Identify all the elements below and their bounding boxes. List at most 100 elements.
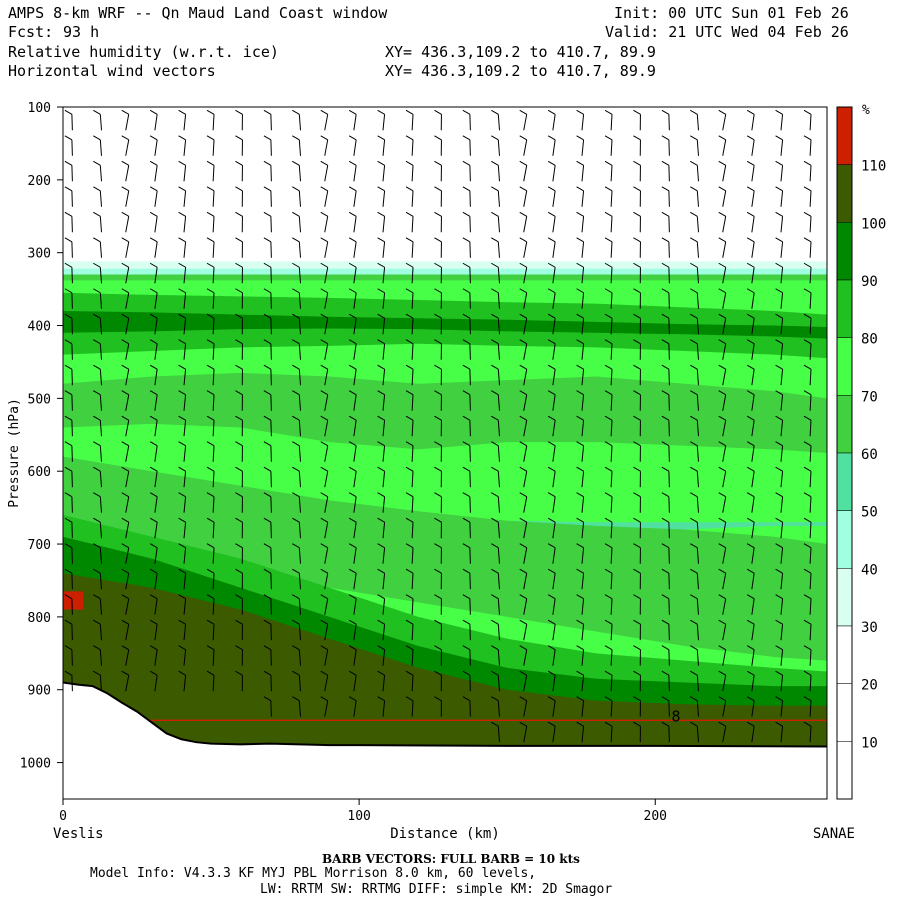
wind-barb-flag bbox=[661, 594, 670, 600]
wind-barb bbox=[668, 139, 670, 156]
wind-barb bbox=[183, 573, 187, 590]
wind-barb bbox=[324, 573, 329, 590]
wind-barb-flag bbox=[348, 390, 357, 396]
wind-barb-flag bbox=[377, 594, 385, 600]
wind-barb bbox=[382, 522, 386, 539]
wind-barb bbox=[469, 394, 471, 411]
wind-barb bbox=[353, 445, 357, 462]
wind-barb bbox=[610, 598, 613, 615]
wind-barb bbox=[780, 598, 784, 615]
colorbar-frame bbox=[836, 106, 853, 800]
wind-barb-flag bbox=[206, 594, 215, 600]
wind-barb-flag bbox=[718, 594, 726, 600]
wind-barb bbox=[324, 343, 329, 360]
wind-barb-flag bbox=[746, 594, 755, 600]
wind-barb bbox=[751, 190, 755, 207]
wind-barb bbox=[809, 420, 812, 437]
colorbar-segment bbox=[836, 741, 853, 800]
wind-barb bbox=[382, 267, 386, 284]
wind-barb-flag bbox=[178, 288, 186, 294]
wind-barb-flag bbox=[263, 237, 272, 243]
wind-barb-flag bbox=[803, 262, 812, 268]
wind-barb-flag bbox=[235, 619, 243, 625]
wind-barb-flag bbox=[263, 288, 272, 294]
wind-barb bbox=[696, 700, 699, 717]
wind-barb bbox=[99, 343, 103, 360]
y-axis-label: Pressure (hPa) bbox=[7, 398, 22, 508]
wind-barb bbox=[125, 190, 130, 207]
wind-barb-flag bbox=[149, 543, 158, 549]
wind-barb-flag bbox=[576, 543, 584, 549]
wind-barb-flag bbox=[576, 211, 584, 217]
wind-barb-flag bbox=[775, 186, 783, 192]
wind-barb-flag bbox=[64, 313, 73, 319]
wind-barb-flag bbox=[519, 517, 527, 523]
wind-barb-flag bbox=[178, 466, 186, 472]
wind-barb bbox=[298, 292, 302, 309]
wind-barb-flag bbox=[93, 415, 101, 421]
wind-barb bbox=[353, 318, 357, 335]
wind-barb-flag bbox=[292, 237, 300, 243]
wind-barb bbox=[552, 420, 556, 437]
wind-barb-flag bbox=[576, 492, 584, 498]
wind-barb bbox=[411, 394, 414, 411]
wind-barb-flag bbox=[803, 517, 812, 523]
wind-barb bbox=[154, 318, 158, 335]
wind-barb bbox=[324, 267, 329, 284]
wind-barb bbox=[780, 394, 784, 411]
wind-barb bbox=[610, 343, 613, 360]
wind-barb bbox=[610, 700, 613, 717]
wind-barb bbox=[722, 420, 727, 437]
wind-barb bbox=[324, 700, 329, 717]
wind-barb bbox=[270, 369, 272, 386]
wind-barb-flag bbox=[320, 186, 328, 192]
wind-barb bbox=[751, 700, 755, 717]
wind-barb-flag bbox=[718, 390, 726, 396]
wind-barb-flag bbox=[320, 492, 328, 498]
wind-barb bbox=[353, 292, 357, 309]
wind-barb-flag bbox=[121, 364, 129, 370]
wind-barb-flag bbox=[547, 696, 556, 702]
wind-barb-flag bbox=[519, 135, 527, 141]
wind-barb bbox=[71, 573, 73, 590]
wind-barb bbox=[523, 394, 528, 411]
wind-barb-flag bbox=[633, 211, 641, 217]
wind-barb bbox=[610, 522, 613, 539]
wind-barb bbox=[497, 547, 501, 564]
wind-barb bbox=[581, 190, 585, 207]
wind-barb-flag bbox=[547, 415, 556, 421]
wind-barb bbox=[411, 522, 414, 539]
colorbar-level-label: 20 bbox=[861, 678, 878, 694]
wind-barb-flag bbox=[292, 619, 300, 625]
wind-barb-flag bbox=[491, 517, 499, 523]
init-time: Init: 00 UTC Sun 01 Feb 26 bbox=[614, 4, 849, 22]
wind-barb bbox=[212, 292, 215, 309]
wind-barb bbox=[324, 190, 329, 207]
wind-barb-flag bbox=[718, 619, 726, 625]
wind-barb-flag bbox=[206, 619, 215, 625]
wind-barb bbox=[154, 445, 158, 462]
wind-barb-flag bbox=[206, 670, 215, 676]
wind-barb-flag bbox=[690, 568, 698, 574]
wind-barb bbox=[382, 369, 386, 386]
wind-barb bbox=[809, 700, 812, 717]
wind-barb-flag bbox=[718, 645, 726, 651]
wind-barb bbox=[324, 114, 329, 131]
wind-barb bbox=[809, 165, 812, 182]
wind-barb-flag bbox=[633, 568, 641, 574]
rh-band-60-70-mid bbox=[63, 372, 827, 453]
colorbar-segment bbox=[836, 337, 853, 396]
wind-barb bbox=[125, 343, 130, 360]
wind-barb bbox=[552, 700, 556, 717]
wind-barb bbox=[183, 216, 187, 233]
wind-barb-flag bbox=[491, 543, 499, 549]
wind-barb-flag bbox=[519, 313, 527, 319]
wind-barb bbox=[469, 190, 471, 207]
wind-barb bbox=[581, 267, 585, 284]
wind-barb-flag bbox=[604, 160, 613, 166]
wind-barb bbox=[99, 598, 103, 615]
wind-barb-flag bbox=[576, 645, 584, 651]
wind-barb bbox=[469, 267, 471, 284]
wind-barb-flag bbox=[718, 721, 726, 727]
wind-barb bbox=[71, 547, 73, 564]
